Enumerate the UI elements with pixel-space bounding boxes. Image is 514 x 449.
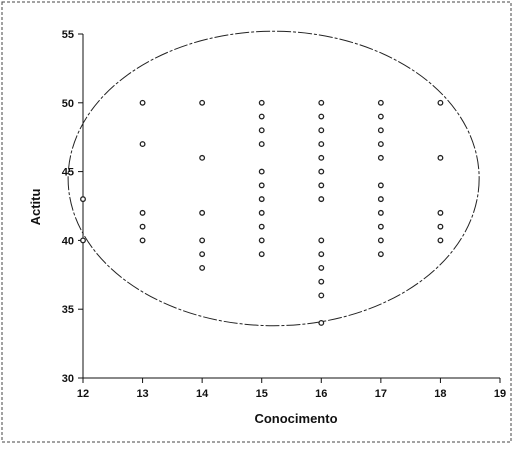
data-point <box>258 209 265 216</box>
data-point <box>318 154 325 161</box>
data-point <box>258 182 265 189</box>
data-point <box>318 127 325 134</box>
x-tick-label: 12 <box>77 388 89 400</box>
data-point <box>318 182 325 189</box>
data-point <box>377 182 384 189</box>
data-point <box>139 99 146 106</box>
data-point <box>139 141 146 148</box>
data-point <box>258 127 265 134</box>
x-tick-label: 16 <box>315 388 327 400</box>
data-point <box>258 141 265 148</box>
data-point <box>258 99 265 106</box>
data-point <box>199 154 206 161</box>
data-point <box>139 223 146 230</box>
data-point <box>80 237 86 244</box>
data-point <box>318 264 325 271</box>
data-point <box>199 209 206 216</box>
data-point <box>318 292 325 299</box>
y-tick-label: 55 <box>62 29 74 41</box>
data-point <box>318 113 325 120</box>
data-point <box>377 237 384 244</box>
data-point <box>377 141 384 148</box>
data-point <box>258 237 265 244</box>
data-point <box>199 237 206 244</box>
data-point <box>258 251 265 258</box>
data-point <box>377 223 384 230</box>
y-tick-label: 40 <box>62 235 74 247</box>
y-tick-label: 35 <box>62 304 74 316</box>
data-point <box>318 196 325 203</box>
data-point <box>377 99 384 106</box>
data-point <box>318 251 325 258</box>
data-point <box>258 223 265 230</box>
x-tick-label: 14 <box>196 388 209 400</box>
data-point <box>199 264 206 271</box>
data-point <box>377 154 384 161</box>
data-point <box>199 99 206 106</box>
y-tick-label: 50 <box>62 98 74 110</box>
data-point <box>80 196 86 203</box>
x-axis-title: Conocimento <box>254 411 337 426</box>
data-point <box>139 237 146 244</box>
y-tick-label: 30 <box>62 373 74 385</box>
x-tick-label: 18 <box>434 388 446 400</box>
data-point <box>139 209 146 216</box>
x-tick-label: 13 <box>136 388 148 400</box>
x-tick-label: 17 <box>375 388 387 400</box>
data-point <box>318 320 325 326</box>
y-tick-label: 45 <box>62 167 74 179</box>
data-point <box>318 237 325 244</box>
x-tick-label: 15 <box>256 388 268 400</box>
data-point <box>437 237 444 244</box>
data-point <box>437 223 444 230</box>
data-point <box>437 99 444 106</box>
data-point <box>318 278 325 285</box>
data-point <box>258 113 265 120</box>
data-point <box>377 209 384 216</box>
data-point <box>377 127 384 134</box>
data-point <box>437 209 444 216</box>
data-point <box>258 196 265 203</box>
data-point <box>318 99 325 106</box>
outer-border <box>1 1 512 443</box>
data-point <box>318 168 325 175</box>
data-point <box>258 168 265 175</box>
data-point <box>437 154 444 161</box>
data-point <box>377 251 384 258</box>
dashed-ellipse <box>67 30 480 327</box>
y-axis-title: Actitu <box>28 189 43 226</box>
data-point <box>377 113 384 120</box>
data-point <box>199 251 206 258</box>
data-point <box>377 196 384 203</box>
x-tick-label: 19 <box>494 388 506 400</box>
data-point <box>318 141 325 148</box>
